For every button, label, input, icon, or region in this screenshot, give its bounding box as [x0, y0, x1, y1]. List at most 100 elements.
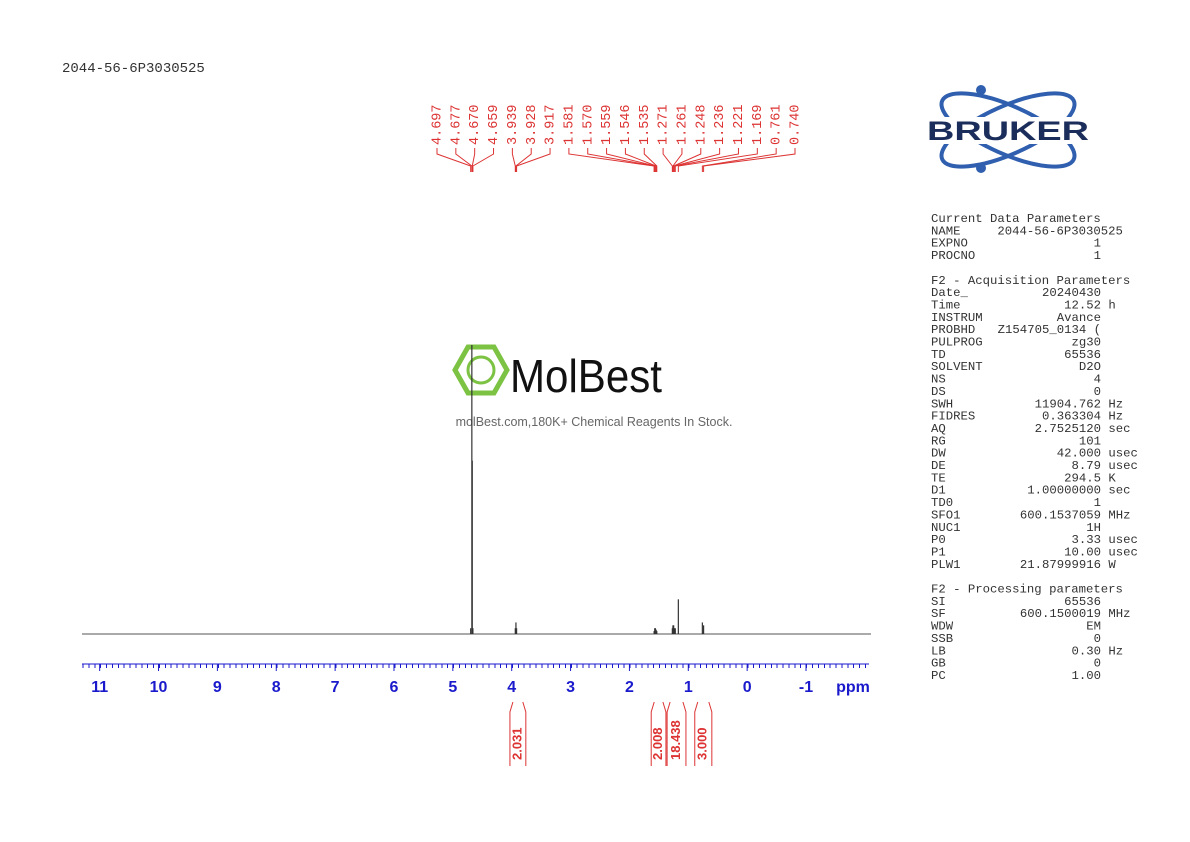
- peak-connector: [587, 148, 656, 172]
- param-name: NUC1: [931, 521, 961, 535]
- param-name: TD0: [931, 496, 953, 510]
- param-unit: usec: [1108, 533, 1138, 547]
- param-value: zg30: [1071, 336, 1101, 350]
- param-value: 65536: [1064, 595, 1101, 609]
- peak-connector: [511, 148, 516, 172]
- peak-label: 1.169: [751, 104, 766, 145]
- param-value: EM: [1086, 620, 1101, 634]
- param-unit: Hz: [1108, 397, 1123, 411]
- param-unit: sec: [1108, 422, 1130, 436]
- param-unit: W: [1108, 558, 1116, 572]
- logo-band: [924, 117, 1092, 144]
- x-tick-label: 11: [91, 679, 108, 696]
- param-group-title: Current Data Parameters: [931, 212, 1101, 226]
- param-unit: usec: [1108, 459, 1138, 473]
- param-name: SFO1: [931, 508, 961, 522]
- peak-label: 4.697: [431, 104, 446, 145]
- param-name: SI: [931, 595, 946, 609]
- x-tick-label: 10: [150, 679, 168, 696]
- peak-label: 1.236: [713, 104, 728, 145]
- peak-label: 0.761: [770, 104, 785, 145]
- integral-label: 2.031: [509, 727, 524, 760]
- peak-label: 4.677: [449, 104, 464, 145]
- integral-bracket: [694, 701, 713, 766]
- watermark-ring: [466, 355, 496, 385]
- integral-bracket: [666, 701, 687, 766]
- logo-text: BRUKER: [927, 116, 1089, 146]
- param-name: DW: [931, 447, 946, 461]
- param-name: Time: [931, 298, 961, 312]
- watermark-brand: MolBest: [510, 350, 662, 402]
- peak-label: 4.659: [487, 104, 502, 145]
- param-unit: MHz: [1108, 607, 1130, 621]
- param-unit: MHz: [1108, 508, 1130, 522]
- param-unit: sec: [1108, 484, 1130, 498]
- param-name: GB: [931, 657, 946, 671]
- minor-ticks: [82, 664, 869, 668]
- peak-connector: [455, 148, 473, 172]
- x-tick-label: 9: [213, 679, 222, 696]
- param-name: TE: [931, 471, 946, 485]
- param-name: DE: [931, 459, 946, 473]
- param-value: 0.30: [1071, 644, 1101, 658]
- param-value: 4: [1094, 373, 1101, 387]
- param-group-title: F2 - Acquisition Parameters: [931, 274, 1130, 288]
- param-value: Z154705_0134 (: [998, 323, 1101, 337]
- peak-connector: [673, 148, 721, 172]
- x-tick-label: 1: [684, 679, 693, 696]
- param-name: PROBHD: [931, 323, 975, 337]
- peak-label: 3.928: [525, 104, 540, 145]
- peak-connector: [516, 148, 551, 172]
- param-name: SF: [931, 607, 946, 621]
- param-value: 8.79: [1071, 459, 1101, 473]
- peak-connector: [471, 148, 476, 172]
- peak-connector: [624, 148, 657, 172]
- peak-connector: [606, 148, 656, 172]
- param-name: DS: [931, 385, 946, 399]
- integral-bracket: [509, 701, 527, 766]
- param-unit: usec: [1108, 447, 1138, 461]
- x-axis-label: ppm: [836, 679, 870, 696]
- param-name: LB: [931, 644, 946, 658]
- param-value: 101: [1079, 434, 1101, 448]
- peak-connector: [515, 148, 532, 172]
- watermark-tagline: molBest.com,180K+ Chemical Reagents In S…: [456, 415, 733, 429]
- peak-label: 1.221: [732, 104, 747, 145]
- x-tick-label: 6: [390, 679, 399, 696]
- param-value: D2O: [1079, 360, 1101, 374]
- param-name: SOLVENT: [931, 360, 983, 374]
- param-value: 0: [1094, 657, 1101, 671]
- x-tick-label: 8: [272, 679, 281, 696]
- param-value: 1: [1094, 496, 1101, 510]
- x-tick-label: 7: [331, 679, 340, 696]
- param-name: TD: [931, 348, 946, 362]
- param-value: 42.000: [1057, 447, 1101, 461]
- peak-connector: [701, 148, 777, 172]
- peak-connector: [568, 148, 655, 172]
- param-value: 294.5: [1064, 471, 1101, 485]
- peak-label: 1.559: [600, 104, 615, 145]
- param-name: NS: [931, 373, 946, 387]
- integral-label: 2.008: [650, 727, 665, 760]
- param-value: 1H: [1086, 521, 1101, 535]
- param-name: RG: [931, 434, 946, 448]
- peak-connector: [673, 148, 702, 172]
- param-name: PLW1: [931, 558, 961, 572]
- logo-dot: [976, 163, 986, 173]
- param-value: 0: [1094, 632, 1101, 646]
- param-name: NAME: [931, 224, 961, 238]
- peak-label: 1.271: [657, 104, 672, 145]
- x-tick-label: -1: [799, 679, 813, 696]
- header-title: 2044-56-6P3030525: [62, 61, 205, 77]
- param-name: D1: [931, 484, 946, 498]
- peak-label: 1.581: [562, 104, 577, 145]
- peak-connector: [703, 148, 796, 172]
- param-unit: h: [1108, 298, 1115, 312]
- param-name: P0: [931, 533, 946, 547]
- x-tick-label: 4: [507, 679, 516, 696]
- param-unit: Hz: [1108, 644, 1123, 658]
- param-value: 0: [1094, 385, 1101, 399]
- peak-connector: [436, 148, 472, 172]
- param-value: 21.87999916: [1020, 558, 1101, 572]
